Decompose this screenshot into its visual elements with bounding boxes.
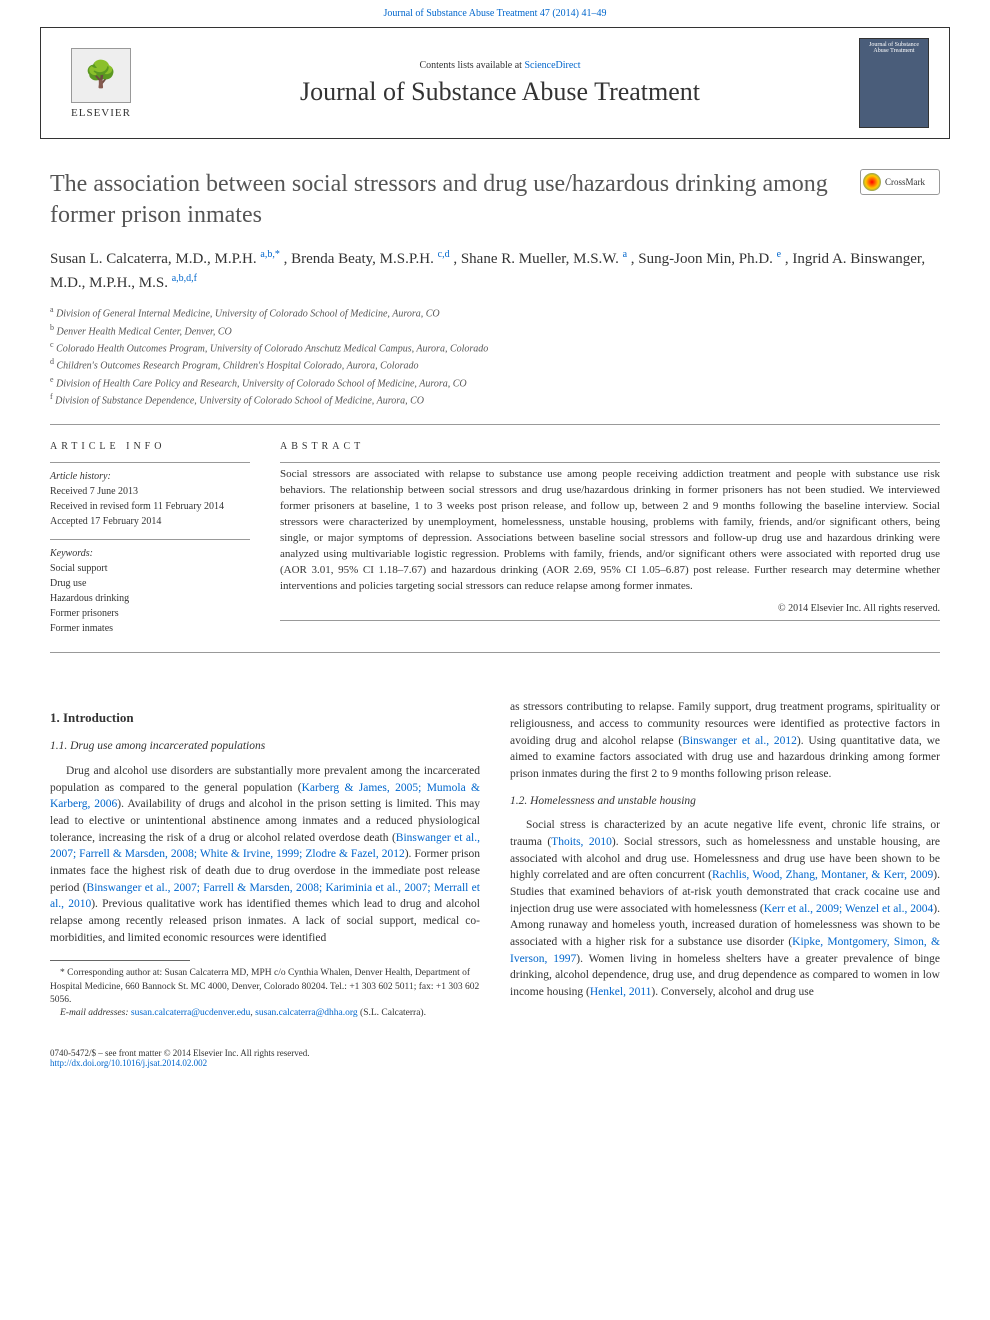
abstract-copyright: © 2014 Elsevier Inc. All rights reserved… <box>280 603 940 614</box>
corresponding-author: * Corresponding author at: Susan Calcate… <box>50 967 480 1007</box>
article-info-heading: ARTICLE INFO <box>50 441 250 452</box>
author-list: Susan L. Calcaterra, M.D., M.P.H. a,b,* … <box>50 247 940 294</box>
email-line: E-mail addresses: susan.calcaterra@ucden… <box>50 1007 480 1020</box>
author: , Brenda Beaty, M.S.P.H. c,d <box>284 251 450 267</box>
divider <box>50 652 940 653</box>
article-title: The association between social stressors… <box>50 169 840 231</box>
accepted: Accepted 17 February 2014 <box>50 514 250 529</box>
history-label: Article history: <box>50 469 250 484</box>
contents-prefix: Contents lists available at <box>419 60 524 71</box>
citation-link[interactable]: Thoits, 2010 <box>551 836 612 848</box>
article-info: ARTICLE INFO Article history: Received 7… <box>50 441 250 636</box>
keyword: Hazardous drinking <box>50 591 250 606</box>
doi-link[interactable]: http://dx.doi.org/10.1016/j.jsat.2014.02… <box>50 1058 207 1068</box>
email-link[interactable]: susan.calcaterra@dhha.org <box>255 1008 357 1018</box>
sciencedirect-link[interactable]: ScienceDirect <box>524 60 580 71</box>
keyword: Former inmates <box>50 621 250 636</box>
paragraph: Social stress is characterized by an acu… <box>510 817 940 1000</box>
author: , Shane R. Mueller, M.S.W. a <box>453 251 627 267</box>
keyword: Former prisoners <box>50 606 250 621</box>
contents-line: Contents lists available at ScienceDirec… <box>141 60 859 71</box>
abstract-text: Social stressors are associated with rel… <box>280 463 940 595</box>
revised: Received in revised form 11 February 201… <box>50 499 250 514</box>
footer-copyright: 0740-5472/$ – see front matter © 2014 El… <box>50 1048 940 1058</box>
info-abstract-row: ARTICLE INFO Article history: Received 7… <box>50 441 940 636</box>
article-header: The association between social stressors… <box>0 139 990 689</box>
keyword: Social support <box>50 561 250 576</box>
received: Received 7 June 2013 <box>50 484 250 499</box>
elsevier-label: ELSEVIER <box>71 107 131 119</box>
subsection-heading: 1.2. Homelessness and unstable housing <box>510 793 940 810</box>
abstract-heading: ABSTRACT <box>280 441 940 452</box>
crossmark-icon <box>863 173 881 191</box>
right-column: as stressors contributing to relapse. Fa… <box>510 699 940 1020</box>
journal-cover-thumb[interactable]: Journal of Substance Abuse Treatment <box>859 38 929 128</box>
paragraph: as stressors contributing to relapse. Fa… <box>510 699 940 782</box>
main-content: 1. Introduction 1.1. Drug use among inca… <box>0 689 990 1040</box>
author: , Sung-Joon Min, Ph.D. e <box>631 251 781 267</box>
affiliation: f Division of Substance Dependence, Univ… <box>50 391 940 408</box>
footnotes: * Corresponding author at: Susan Calcate… <box>50 967 480 1020</box>
author: Susan L. Calcaterra, M.D., M.P.H. a,b,* <box>50 251 280 267</box>
paragraph: Drug and alcohol use disorders are subst… <box>50 763 480 946</box>
header-citation[interactable]: Journal of Substance Abuse Treatment 47 … <box>0 0 990 27</box>
crossmark-label: CrossMark <box>885 177 925 187</box>
citation-link[interactable]: Binswanger et al., 2012 <box>682 735 797 747</box>
affiliation: a Division of General Internal Medicine,… <box>50 304 940 321</box>
left-column: 1. Introduction 1.1. Drug use among inca… <box>50 699 480 1020</box>
crossmark-badge[interactable]: CrossMark <box>860 169 940 195</box>
affiliation: d Children's Outcomes Research Program, … <box>50 356 940 373</box>
elsevier-tree-icon: 🌳 <box>71 48 131 103</box>
affiliation: e Division of Health Care Policy and Res… <box>50 374 940 391</box>
divider <box>280 620 940 621</box>
abstract: ABSTRACT Social stressors are associated… <box>280 441 940 636</box>
footer: 0740-5472/$ – see front matter © 2014 El… <box>0 1040 990 1076</box>
cover-text: Journal of Substance Abuse Treatment <box>863 42 925 54</box>
header-center: Contents lists available at ScienceDirec… <box>141 60 859 107</box>
affiliation: b Denver Health Medical Center, Denver, … <box>50 322 940 339</box>
email-link[interactable]: susan.calcaterra@ucdenver.edu <box>131 1008 251 1018</box>
footnote-divider <box>50 960 190 961</box>
section-heading: 1. Introduction <box>50 709 480 728</box>
citation-link[interactable]: Kerr et al., 2009; Wenzel et al., 2004 <box>764 903 934 915</box>
article-history: Article history: Received 7 June 2013 Re… <box>50 462 250 529</box>
keyword: Drug use <box>50 576 250 591</box>
elsevier-logo[interactable]: 🌳 ELSEVIER <box>61 38 141 128</box>
affiliation: c Colorado Health Outcomes Program, Univ… <box>50 339 940 356</box>
divider <box>50 424 940 425</box>
citation-link[interactable]: Rachlis, Wood, Zhang, Montaner, & Kerr, … <box>712 869 933 881</box>
citation-link[interactable]: Henkel, 2011 <box>590 986 652 998</box>
keywords-label: Keywords: <box>50 546 250 561</box>
citation-link[interactable]: Journal of Substance Abuse Treatment 47 … <box>383 8 606 19</box>
subsection-heading: 1.1. Drug use among incarcerated populat… <box>50 738 480 755</box>
affiliations: a Division of General Internal Medicine,… <box>50 304 940 408</box>
header-box: 🌳 ELSEVIER Contents lists available at S… <box>40 27 950 139</box>
keywords-block: Keywords: Social support Drug use Hazard… <box>50 539 250 636</box>
journal-name: Journal of Substance Abuse Treatment <box>141 77 859 107</box>
